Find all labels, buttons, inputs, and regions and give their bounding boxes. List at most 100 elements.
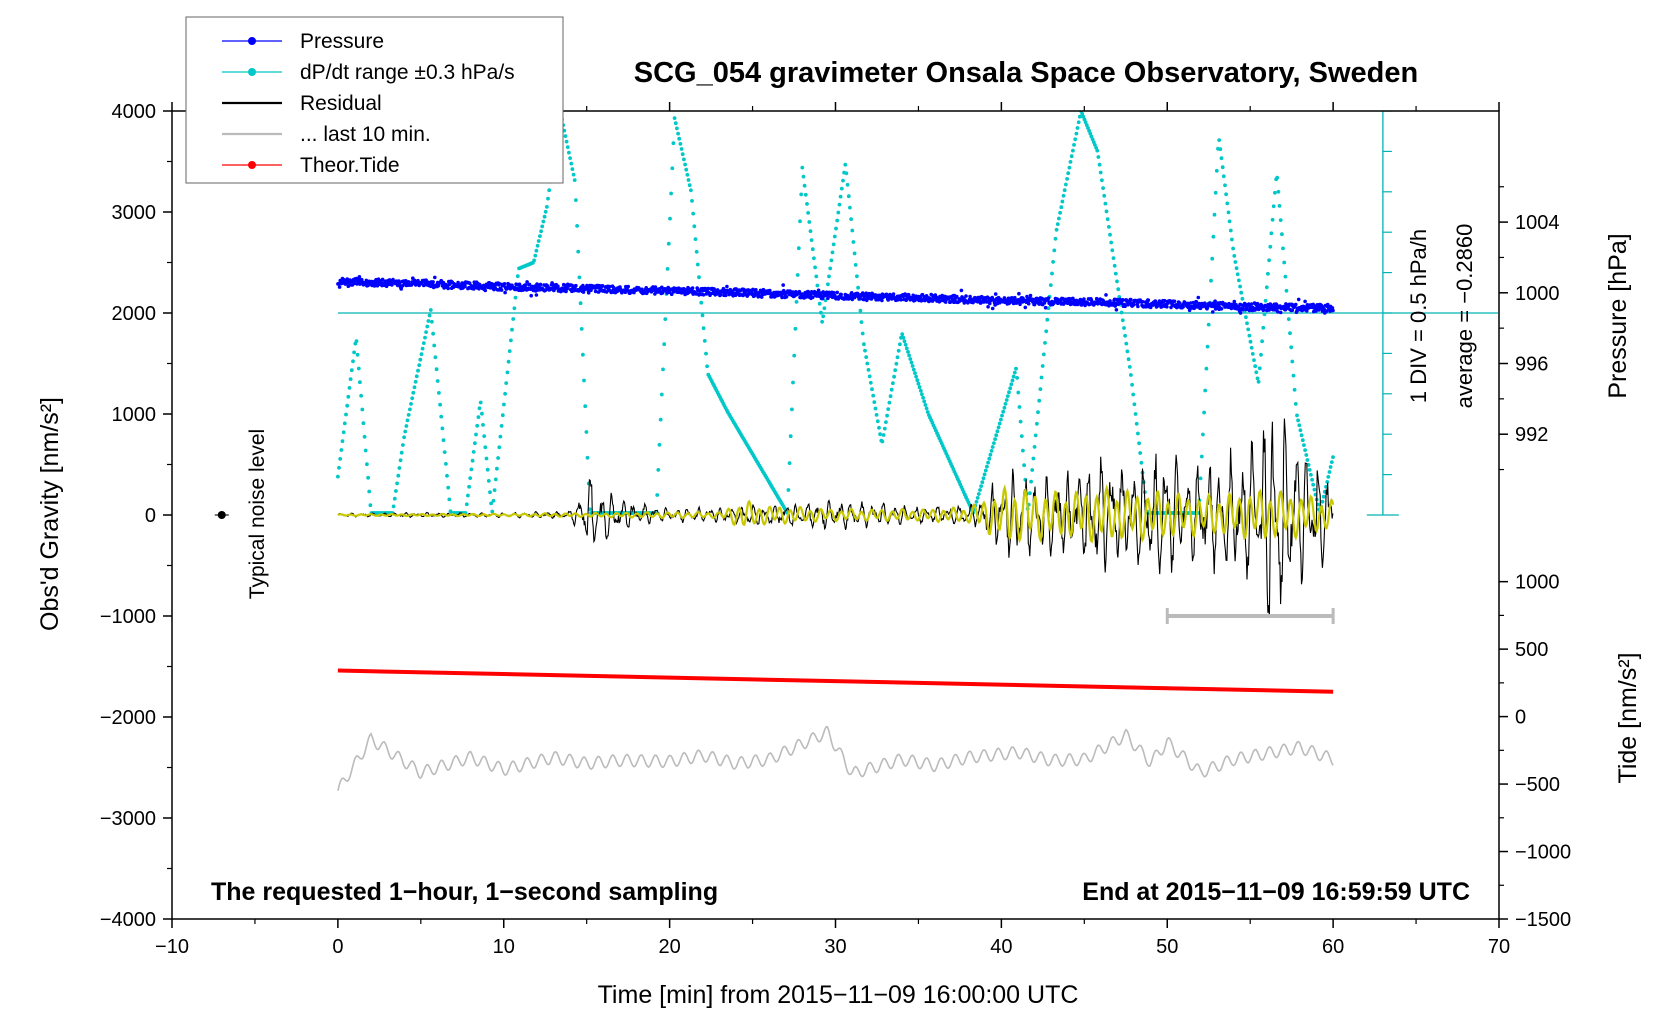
legend-label: Pressure — [300, 30, 384, 53]
dpdt-point — [856, 285, 860, 290]
dpdt-point — [1037, 398, 1042, 403]
dpdt-point — [680, 152, 685, 157]
theor-tide-series — [337, 668, 1334, 694]
dpdt-point — [425, 324, 430, 329]
dpdt-point — [1245, 321, 1249, 326]
dpdt-point — [1320, 499, 1325, 504]
dpdt-point — [1276, 189, 1281, 194]
dpdt-point — [351, 359, 355, 364]
dpdt-point — [1234, 266, 1239, 271]
dpdt-point — [402, 435, 406, 440]
dpdt-point — [1264, 285, 1269, 290]
x-tick-label: 0 — [332, 936, 343, 958]
dpdt-point — [533, 253, 538, 258]
dpdt-point — [810, 247, 815, 252]
dpdt-point — [1250, 352, 1255, 356]
pressure-point — [990, 306, 995, 311]
dpdt-point — [988, 452, 993, 457]
dpdt-point — [1201, 432, 1205, 437]
dpdt-point — [576, 249, 581, 254]
dpdt-point — [1066, 171, 1071, 176]
x-tick-label: 10 — [493, 936, 515, 958]
dpdt-point — [490, 509, 495, 514]
dpdt-point — [691, 211, 696, 216]
dpdt-point — [1008, 386, 1013, 391]
dpdt-point — [1031, 456, 1036, 461]
dpdt-point — [1130, 382, 1134, 387]
pressure-point — [1078, 297, 1083, 302]
pressure-point — [968, 294, 972, 299]
dpdt-point — [862, 342, 866, 347]
dpdt-point — [497, 445, 502, 450]
dpdt-point — [662, 342, 667, 347]
dpdt-point — [485, 467, 490, 472]
pressure-point — [1013, 295, 1017, 300]
dpdt-point — [902, 339, 907, 344]
dpdt-point — [884, 420, 888, 424]
pressure-point — [808, 292, 813, 297]
pressure-point — [1249, 302, 1254, 306]
dpdt-point — [1292, 387, 1297, 392]
dpdt-point — [1072, 143, 1076, 147]
dpdt-point — [860, 331, 865, 336]
dpdt-point — [1036, 410, 1040, 415]
pressure-point — [734, 287, 738, 291]
dpdt-point — [577, 275, 582, 280]
dpdt-point — [464, 502, 469, 507]
dpdt-point — [411, 390, 416, 395]
dpdt-point — [1326, 475, 1331, 479]
dpdt-point — [534, 248, 539, 253]
dpdt-point — [694, 249, 699, 254]
pressure-point — [1324, 309, 1329, 313]
dpdt-point — [992, 441, 996, 445]
dpdt-point — [1021, 448, 1025, 453]
dpdt-point — [1306, 463, 1311, 467]
dpdt-point — [1235, 272, 1240, 277]
dpdt-point — [511, 317, 516, 321]
y-axis-label-pressure: Pressure [hPa] — [1604, 233, 1632, 398]
dpdt-point — [502, 402, 506, 407]
pressure-point — [725, 284, 729, 289]
dpdt-point — [1307, 468, 1312, 472]
dpdt-point — [1297, 423, 1302, 428]
dpdt-point — [1033, 433, 1038, 438]
dpdt-point — [342, 421, 347, 426]
pressure-point — [467, 281, 472, 286]
dpdt-point — [512, 306, 517, 311]
dpdt-point — [877, 425, 881, 430]
dpdt-point — [1064, 182, 1068, 187]
dpdt-point — [1295, 413, 1299, 418]
dpdt-point — [1012, 370, 1017, 375]
dpdt-point — [907, 353, 911, 358]
y-tick-label: 2000 — [112, 303, 157, 325]
x-tick-label: 40 — [990, 936, 1012, 958]
dpdt-point — [909, 360, 914, 365]
tide-tick-label: 1000 — [1515, 572, 1560, 594]
dpdt-point — [505, 370, 510, 375]
dpdt-point — [982, 472, 987, 477]
dpdt-point — [1138, 451, 1143, 455]
dpdt-point — [488, 490, 492, 495]
dpdt-point — [392, 496, 397, 501]
noise-marker-dot — [217, 511, 226, 519]
dpdt-point — [1098, 170, 1103, 175]
dpdt-point — [1214, 168, 1219, 173]
dpdt-point — [891, 381, 895, 386]
dpdt-point — [1268, 244, 1273, 249]
legend-label: ... last 10 min. — [300, 123, 431, 146]
pressure-point — [527, 282, 532, 287]
x-tick-label: 20 — [659, 936, 681, 958]
dpdt-point — [1126, 357, 1131, 362]
dpdt-point — [466, 493, 470, 498]
dpdt-point — [1103, 201, 1108, 206]
dpdt-point — [686, 178, 691, 182]
dpdt-point — [538, 234, 542, 239]
dpdt-point — [917, 385, 922, 390]
pressure-point — [446, 286, 451, 291]
dpdt-point — [1119, 310, 1124, 315]
dpdt-point — [546, 196, 550, 201]
dpdt-point — [1075, 126, 1080, 130]
dpdt-point — [799, 192, 804, 197]
dpdt-point — [1328, 465, 1333, 469]
dpdt-point — [431, 331, 435, 336]
